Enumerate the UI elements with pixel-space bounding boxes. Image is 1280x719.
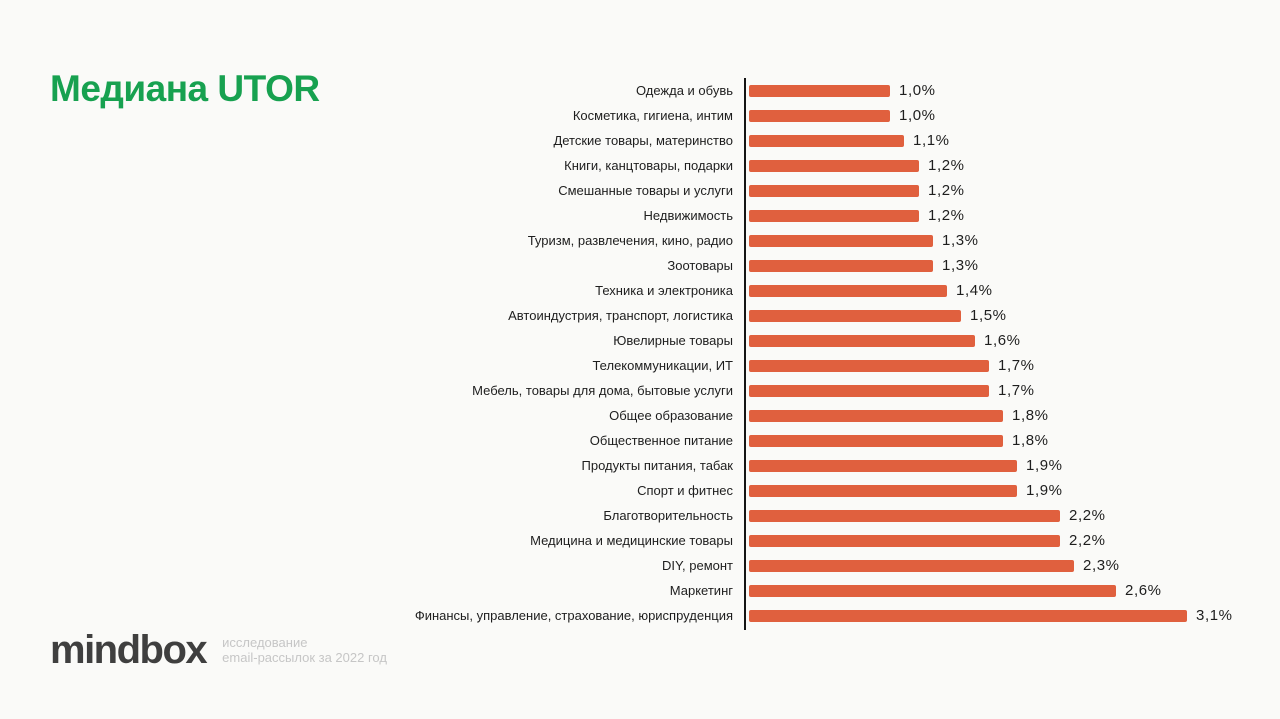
bar bbox=[749, 184, 919, 197]
bar bbox=[749, 109, 890, 122]
chart-row: Благотворительность 2,2% bbox=[0, 503, 1280, 528]
category-label: Финансы, управление, страхование, юриспр… bbox=[414, 608, 733, 623]
bar bbox=[749, 484, 1017, 497]
chart-row: Книги, канцтовары, подарки 1,2% bbox=[0, 153, 1280, 178]
value-label: 2,3% bbox=[1083, 557, 1120, 574]
value-label: 2,6% bbox=[1125, 582, 1162, 599]
chart-row: Мебель, товары для дома, бытовые услуги 1… bbox=[0, 378, 1280, 403]
value-label: 1,3% bbox=[942, 257, 979, 274]
value-label: 1,3% bbox=[942, 232, 979, 249]
value-label: 1,9% bbox=[1026, 457, 1063, 474]
category-label: Книги, канцтовары, подарки bbox=[564, 158, 733, 173]
value-label: 1,0% bbox=[899, 82, 936, 99]
bar bbox=[749, 559, 1074, 572]
category-label: Маркетинг bbox=[669, 583, 733, 598]
value-label: 1,8% bbox=[1012, 407, 1049, 424]
bar bbox=[749, 159, 919, 172]
bar bbox=[749, 509, 1060, 522]
footer-caption: исследование email-рассылок за 2022 год bbox=[222, 635, 387, 665]
bar bbox=[749, 234, 933, 247]
chart-row: Автоиндустрия, транспорт, логистика 1,5% bbox=[0, 303, 1280, 328]
bar bbox=[749, 134, 904, 147]
chart-row: Медицина и медицинские товары 2,2% bbox=[0, 528, 1280, 553]
chart-rows: Одежда и обувь 1,0% Косметика, гигиена, ин… bbox=[0, 78, 1280, 628]
value-label: 1,2% bbox=[928, 207, 965, 224]
bar bbox=[749, 459, 1017, 472]
value-label: 1,2% bbox=[928, 157, 965, 174]
bar-chart: Одежда и обувь 1,0% Косметика, гигиена, ин… bbox=[0, 78, 1280, 630]
value-label: 1,1% bbox=[913, 132, 950, 149]
chart-row: Ювелирные товары 1,6% bbox=[0, 328, 1280, 353]
chart-row: Детские товары, материнство 1,1% bbox=[0, 128, 1280, 153]
bar bbox=[749, 359, 989, 372]
bar bbox=[749, 309, 961, 322]
footer-caption-line2: email-рассылок за 2022 год bbox=[222, 650, 387, 665]
value-label: 3,1% bbox=[1196, 607, 1233, 624]
bar bbox=[749, 584, 1116, 597]
category-label: Одежда и обувь bbox=[635, 83, 733, 98]
chart-row: Косметика, гигиена, интим 1,0% bbox=[0, 103, 1280, 128]
bar bbox=[749, 534, 1060, 547]
chart-row: Одежда и обувь 1,0% bbox=[0, 78, 1280, 103]
chart-row: Маркетинг 2,6% bbox=[0, 578, 1280, 603]
chart-row: Спорт и фитнес 1,9% bbox=[0, 478, 1280, 503]
bar bbox=[749, 609, 1187, 622]
value-label: 1,0% bbox=[899, 107, 936, 124]
value-label: 1,7% bbox=[998, 357, 1035, 374]
bar bbox=[749, 209, 919, 222]
bar bbox=[749, 284, 947, 297]
chart-row: Финансы, управление, страхование, юриспр… bbox=[0, 603, 1280, 628]
chart-row: Общее образование 1,8% bbox=[0, 403, 1280, 428]
chart-row: DIY, ремонт 2,3% bbox=[0, 553, 1280, 578]
category-label: Детские товары, материнство bbox=[553, 133, 733, 148]
category-label: DIY, ремонт bbox=[662, 558, 733, 573]
bar bbox=[749, 334, 975, 347]
category-label: Ювелирные товары bbox=[613, 333, 733, 348]
category-label: Общее образование bbox=[609, 408, 733, 423]
value-label: 2,2% bbox=[1069, 532, 1106, 549]
category-label: Медицина и медицинские товары bbox=[530, 533, 733, 548]
chart-row: Телекоммуникации, ИТ 1,7% bbox=[0, 353, 1280, 378]
bar bbox=[749, 259, 933, 272]
bar bbox=[749, 84, 890, 97]
category-label: Туризм, развлечения, кино, радио bbox=[527, 233, 733, 248]
category-label: Мебель, товары для дома, бытовые услуги bbox=[472, 383, 733, 398]
category-label: Недвижимость bbox=[643, 208, 733, 223]
bar bbox=[749, 434, 1003, 447]
category-label: Зоотовары bbox=[667, 258, 733, 273]
category-label: Общественное питание bbox=[589, 433, 733, 448]
chart-row: Недвижимость 1,2% bbox=[0, 203, 1280, 228]
value-label: 2,2% bbox=[1069, 507, 1106, 524]
chart-row: Туризм, развлечения, кино, радио 1,3% bbox=[0, 228, 1280, 253]
footer: mindbox исследование email-рассылок за 2… bbox=[50, 630, 387, 670]
value-label: 1,7% bbox=[998, 382, 1035, 399]
mindbox-logo: mindbox bbox=[50, 628, 208, 672]
category-label: Техника и электроника bbox=[595, 283, 733, 298]
value-label: 1,4% bbox=[956, 282, 993, 299]
value-label: 1,9% bbox=[1026, 482, 1063, 499]
category-label: Благотворительность bbox=[603, 508, 733, 523]
value-label: 1,6% bbox=[984, 332, 1021, 349]
category-label: Продукты питания, табак bbox=[581, 458, 734, 473]
value-label: 1,5% bbox=[970, 307, 1007, 324]
category-label: Телекоммуникации, ИТ bbox=[592, 358, 733, 373]
axis-line bbox=[744, 78, 746, 630]
chart-row: Общественное питание 1,8% bbox=[0, 428, 1280, 453]
category-label: Автоиндустрия, транспорт, логистика bbox=[508, 308, 733, 323]
category-label: Косметика, гигиена, интим bbox=[572, 108, 733, 123]
category-label: Смешанные товары и услуги bbox=[558, 183, 733, 198]
chart-row: Смешанные товары и услуги 1,2% bbox=[0, 178, 1280, 203]
value-label: 1,2% bbox=[928, 182, 965, 199]
bar bbox=[749, 384, 989, 397]
chart-row: Техника и электроника 1,4% bbox=[0, 278, 1280, 303]
category-label: Спорт и фитнес bbox=[637, 483, 733, 498]
value-label: 1,8% bbox=[1012, 432, 1049, 449]
chart-row: Продукты питания, табак 1,9% bbox=[0, 453, 1280, 478]
page-title: Медиана UTOR bbox=[50, 68, 320, 109]
footer-caption-line1: исследование bbox=[222, 635, 308, 650]
bar bbox=[749, 409, 1003, 422]
chart-row: Зоотовары 1,3% bbox=[0, 253, 1280, 278]
